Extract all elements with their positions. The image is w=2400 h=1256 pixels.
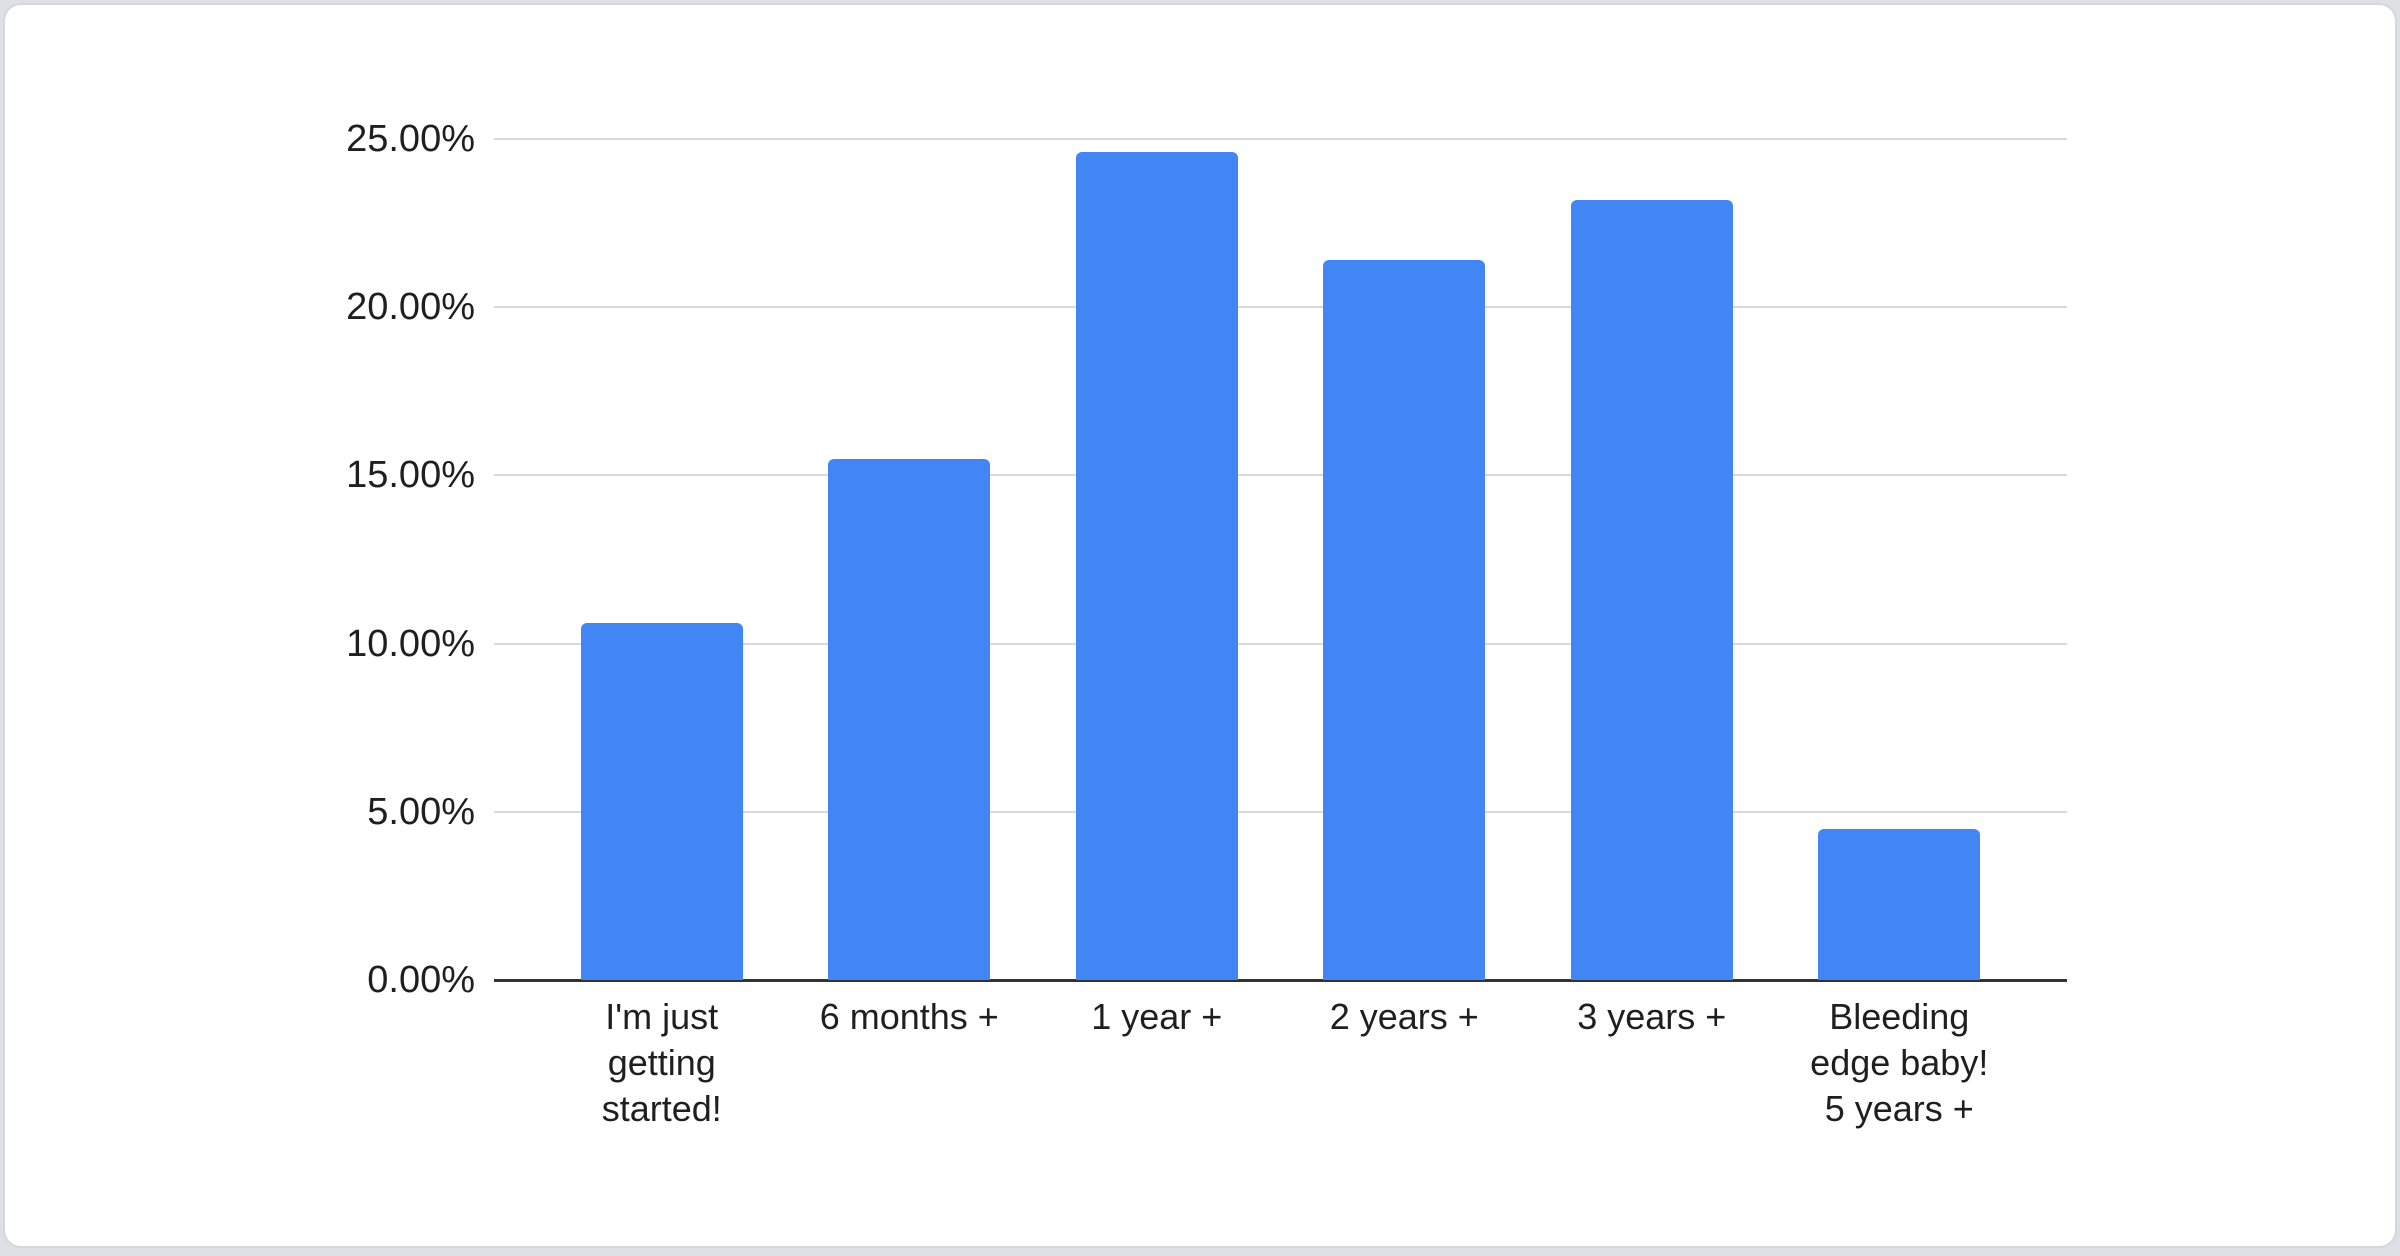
bar-1: [828, 458, 991, 980]
gridline: [494, 474, 2067, 477]
x-axis-label: 6 months +: [786, 994, 1034, 1040]
x-axis-label-line: started!: [601, 1088, 722, 1129]
gridline: [494, 306, 2067, 309]
gridline: [494, 642, 2067, 645]
x-axis-label-line: 5 years +: [1824, 1088, 1974, 1129]
x-axis-label: 3 years +: [1528, 994, 1776, 1040]
bar-5: [1818, 828, 1981, 980]
bar-2: [1075, 152, 1238, 980]
bar-4: [1570, 199, 1733, 980]
x-axis-label-line: 1 year +: [1091, 996, 1223, 1037]
gridline: [494, 138, 2067, 140]
y-axis-tick-label: 25.00%: [346, 118, 475, 160]
y-axis-tick-label: 0.00%: [367, 959, 475, 1001]
y-axis-tick-label: 5.00%: [367, 790, 475, 833]
x-axis-label: 1 year +: [1033, 994, 1281, 1040]
y-axis-tick-label: 10.00%: [346, 622, 475, 665]
x-axis-label-line: 2 years +: [1329, 996, 1479, 1037]
bar-3: [1323, 260, 1486, 980]
x-axis-label-line: 3 years +: [1577, 996, 1727, 1037]
x-axis-label-line: Bleeding: [1829, 996, 1970, 1037]
y-axis-tick-label: 15.00%: [346, 454, 475, 497]
y-axis-tick-label: 20.00%: [346, 286, 475, 329]
x-axis-label-line: getting: [607, 1042, 716, 1083]
x-axis-label: 2 years +: [1281, 994, 1529, 1040]
bar-0: [580, 623, 743, 980]
x-axis-label: I'm just getting started!: [538, 994, 786, 1132]
x-axis-label-line: edge baby!: [1810, 1042, 1989, 1083]
x-axis-label-line: 6 months +: [819, 996, 999, 1037]
x-axis-line: [494, 979, 2067, 982]
gridline: [494, 810, 2067, 813]
x-axis-label: Bleeding edge baby! 5 years +: [1776, 994, 2024, 1132]
x-axis-label-line: I'm just: [605, 996, 719, 1037]
